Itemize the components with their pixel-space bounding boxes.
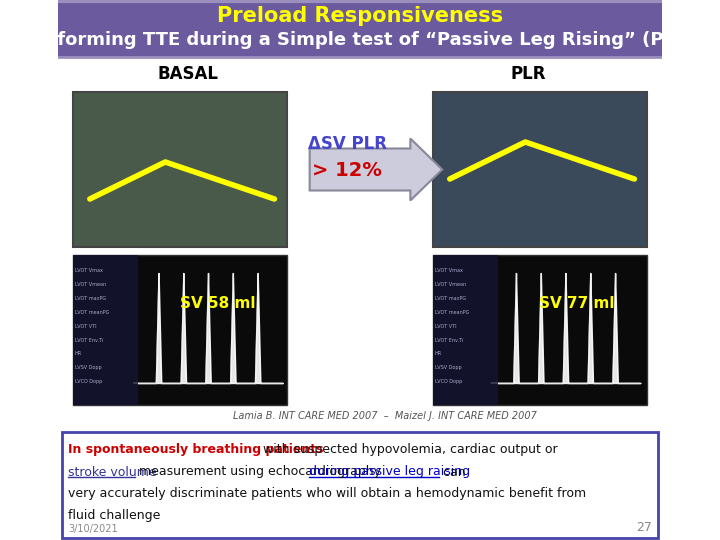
FancyBboxPatch shape xyxy=(62,432,658,538)
Text: Preload Responsiveness: Preload Responsiveness xyxy=(217,6,503,26)
Text: Performing TTE during a Simple test of “Passive Leg Rising” (PLR): Performing TTE during a Simple test of “… xyxy=(23,31,697,49)
Text: LVOT meanPG: LVOT meanPG xyxy=(435,310,469,315)
Text: during passive leg raising: during passive leg raising xyxy=(309,465,470,478)
Text: LVOT VTI: LVOT VTI xyxy=(75,323,96,329)
FancyArrow shape xyxy=(310,138,442,200)
Text: LVOT Env.Ti: LVOT Env.Ti xyxy=(75,338,103,342)
Text: LVOT maxPG: LVOT maxPG xyxy=(75,296,106,301)
FancyBboxPatch shape xyxy=(73,92,287,247)
Text: LVOT maxPG: LVOT maxPG xyxy=(435,296,466,301)
FancyBboxPatch shape xyxy=(58,0,662,58)
Text: LVOT Vmax: LVOT Vmax xyxy=(75,268,102,273)
Text: LVOT Vmean: LVOT Vmean xyxy=(435,282,466,287)
Text: SV 77 ml: SV 77 ml xyxy=(539,295,614,310)
Text: LVOT Env.Ti: LVOT Env.Ti xyxy=(435,338,463,342)
Text: LVOT Vmean: LVOT Vmean xyxy=(75,282,106,287)
Text: HR: HR xyxy=(75,352,82,356)
FancyBboxPatch shape xyxy=(433,92,647,247)
Text: SV 58 ml: SV 58 ml xyxy=(179,295,255,310)
FancyBboxPatch shape xyxy=(73,255,287,405)
Text: LVOT meanPG: LVOT meanPG xyxy=(75,310,109,315)
Text: LVCO Dopp: LVCO Dopp xyxy=(75,379,102,384)
Text: stroke volume: stroke volume xyxy=(68,465,157,478)
FancyBboxPatch shape xyxy=(433,255,647,405)
Text: PLR: PLR xyxy=(510,65,546,83)
Text: BASAL: BASAL xyxy=(158,65,218,83)
FancyBboxPatch shape xyxy=(73,255,138,405)
Text: LVOT Vmax: LVOT Vmax xyxy=(435,268,462,273)
Text: can: can xyxy=(439,465,466,478)
Text: HR: HR xyxy=(435,352,442,356)
Text: measurement using echocardiography: measurement using echocardiography xyxy=(135,465,385,478)
Text: ΔSV PLR: ΔSV PLR xyxy=(308,135,387,153)
Text: LVCO Dopp: LVCO Dopp xyxy=(435,379,462,384)
Text: In spontaneously breathing patients: In spontaneously breathing patients xyxy=(68,443,323,456)
Text: very accurately discriminate patients who will obtain a hemodynamic benefit from: very accurately discriminate patients wh… xyxy=(68,488,586,501)
FancyBboxPatch shape xyxy=(433,255,498,405)
Text: 3/10/2021: 3/10/2021 xyxy=(68,524,117,534)
Text: LVSV Dopp: LVSV Dopp xyxy=(75,365,102,370)
Text: 27: 27 xyxy=(636,521,652,534)
Text: LVOT VTI: LVOT VTI xyxy=(435,323,456,329)
Text: LVSV Dopp: LVSV Dopp xyxy=(435,365,462,370)
Text: with suspected hypovolemia, cardiac output or: with suspected hypovolemia, cardiac outp… xyxy=(259,443,558,456)
Text: fluid challenge: fluid challenge xyxy=(68,510,161,523)
Text: Lamia B. INT CARE MED 2007  –  Maizel J. INT CARE MED 2007: Lamia B. INT CARE MED 2007 – Maizel J. I… xyxy=(233,411,537,421)
Text: > 12%: > 12% xyxy=(312,160,382,179)
